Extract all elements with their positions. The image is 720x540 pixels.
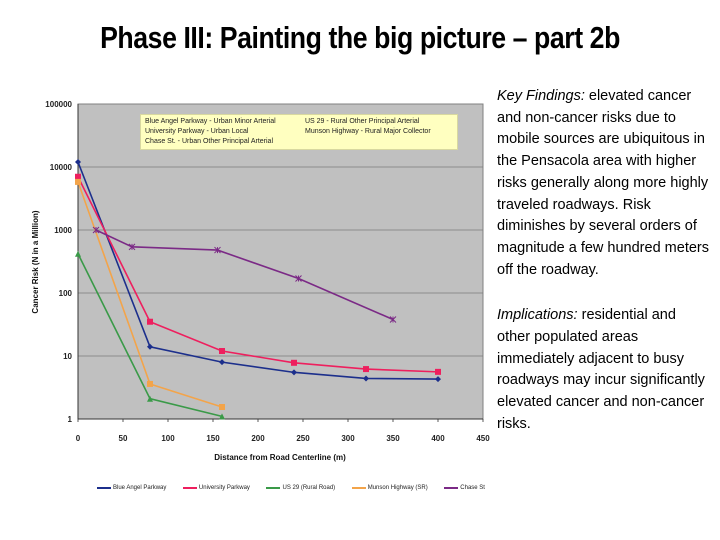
key-findings-body: elevated cancer and non-cancer risks due… (497, 88, 709, 278)
data-point-marker (435, 368, 441, 375)
legend-item: University Parkway (182, 485, 250, 491)
data-point-marker (147, 395, 153, 402)
x-tick-label: 100 (161, 434, 175, 443)
legend-item: US 29 (Rural Road) (266, 485, 335, 491)
x-tick-label: 250 (296, 434, 310, 443)
slide-title: Phase III: Painting the big picture – pa… (100, 20, 620, 55)
data-point-marker (435, 376, 441, 383)
gridlines (78, 166, 483, 357)
legend-swatch (97, 487, 111, 489)
data-point-marker (219, 359, 225, 366)
series-description-legend: Blue Angel Parkway - Urban Minor Arteria… (140, 114, 458, 150)
implications-paragraph: Implications: residential and other popu… (497, 305, 709, 435)
x-tick-label: 200 (251, 434, 265, 443)
y-tick-label: 100000 (45, 100, 72, 109)
key-findings-lead: Key Findings: (497, 88, 585, 104)
legend-label: Munson Highway (SR) (367, 485, 428, 491)
x-axis-label: Distance from Road Centerline (m) (214, 453, 346, 462)
plot-background (77, 103, 484, 420)
x-tick-label: 300 (341, 434, 355, 443)
key-findings-paragraph: Key Findings: elevated cancer and non-ca… (497, 86, 709, 281)
y-tick-label: 10 (63, 352, 72, 361)
data-point-marker (219, 413, 225, 420)
legend-entry: University Parkway - Urban Local (145, 128, 249, 135)
x-tick-label: 0 (76, 434, 81, 443)
legend-item: Blue Angel Parkway (97, 485, 166, 491)
x-tick-label: 50 (119, 434, 128, 443)
risk-chart: 1 10 100 1000 10000 100000 0 50 100 150 200 250 300… (0, 82, 495, 502)
legend-item: Chase St (444, 485, 485, 491)
data-point-marker (147, 380, 153, 387)
y-axis-label: Cancer Risk (N in a Million) (31, 210, 40, 313)
legend-item: Munson Highway (SR) (351, 485, 428, 491)
legend-swatch (182, 487, 197, 489)
x-tick-label: 350 (386, 434, 400, 443)
x-tick-labels: 0 50 100 150 200 250 300 350 400 450 (76, 419, 490, 443)
data-point-marker (363, 366, 369, 373)
data-point-marker (75, 250, 81, 257)
data-point-marker (389, 316, 397, 323)
series-markers (75, 159, 441, 420)
data-point-marker (75, 178, 81, 185)
x-tick-label: 400 (431, 434, 445, 443)
legend-entry: Chase St. - Urban Other Principal Arteri… (145, 138, 273, 145)
chart-legend: Blue Angel Parkway University Parkway US 2… (97, 481, 485, 495)
data-point-marker (363, 375, 369, 382)
data-point-marker (295, 275, 302, 282)
data-point-marker (291, 369, 297, 376)
y-tick-label: 1000 (54, 226, 72, 235)
chart-svg: 1 10 100 1000 10000 100000 0 50 100 150 200 250 300… (0, 82, 495, 502)
y-tick-label: 1 (68, 415, 73, 424)
findings-panel: Key Findings: elevated cancer and non-ca… (497, 86, 709, 460)
x-tick-label: 150 (206, 434, 220, 443)
legend-entry: US 29 - Rural Other Principal Arterial (305, 118, 420, 125)
legend-entry: Munson Highway - Rural Major Collector (305, 128, 431, 135)
y-tick-label: 100 (59, 289, 73, 298)
legend-swatch (351, 487, 366, 489)
data-point-marker (219, 404, 225, 411)
x-tick-label: 450 (476, 434, 490, 443)
data-point-marker (147, 343, 153, 350)
data-point-marker (147, 318, 153, 325)
legend-label: Chase St (460, 485, 485, 491)
axes (77, 104, 483, 420)
data-point-marker (128, 243, 136, 251)
legend-label: Blue Angel Parkway (113, 485, 167, 491)
y-tick-labels: 1 10 100 1000 10000 100000 (45, 100, 72, 424)
implications-body: residential and other populated areas im… (497, 307, 705, 432)
data-point-marker (75, 173, 81, 180)
y-tick-label: 10000 (50, 163, 73, 172)
legend-entry: Blue Angel Parkway - Urban Minor Arteria… (145, 118, 276, 125)
data-point-marker (291, 359, 297, 366)
legend-label: University Parkway (198, 485, 250, 491)
data-point-marker (92, 226, 100, 234)
legend-label: US 29 (Rural Road) (282, 485, 336, 491)
data-point-marker (214, 246, 221, 254)
series-line (77, 176, 439, 373)
data-point-marker (219, 348, 225, 355)
series-line (77, 161, 439, 380)
legend-swatch (266, 487, 281, 489)
data-point-marker (75, 159, 81, 166)
legend-swatch (444, 487, 459, 489)
implications-lead: Implications: (497, 307, 578, 324)
